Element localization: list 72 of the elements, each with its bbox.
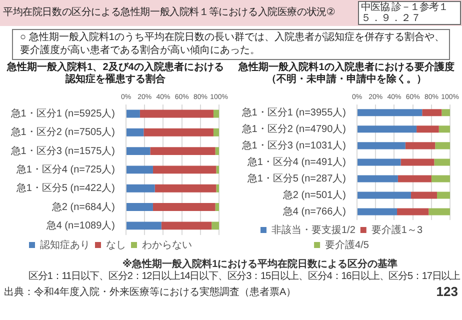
bar (126, 184, 155, 192)
bar (144, 128, 214, 136)
bar (405, 142, 436, 150)
y-tick-label: 急4 (n=766人) (282, 205, 346, 218)
bar (152, 166, 216, 174)
bar (150, 147, 216, 156)
bar (126, 128, 144, 136)
text: ５．９．２７ (361, 13, 422, 24)
y-tick-label: 急1・区分3 (n=1575人) (10, 144, 115, 157)
y-tick-label: 急1・区分5 (n=287人) (246, 172, 346, 184)
bar (126, 203, 153, 211)
bar (212, 222, 220, 230)
bar (126, 110, 140, 118)
bar (358, 142, 406, 150)
legend-label: 非該当・要支援1/2 (271, 224, 356, 236)
text: 区分1：11日以下、区分2：12日以上14日以下、区分3：15日以上、区分4：16日以上、区分5：17日以上 (28, 271, 460, 283)
bar (358, 192, 411, 199)
text: ※急性期一般入院料1における平均在院日数による区分の基準 (121, 259, 399, 270)
bar (398, 175, 432, 182)
bar (161, 222, 212, 230)
legend-label: わからない (142, 240, 192, 251)
bar (216, 184, 220, 192)
bar (358, 175, 398, 182)
bar (400, 158, 434, 166)
bar (437, 192, 450, 199)
y-tick-label: 急4 (n=1089人) (45, 219, 115, 232)
text: 中医協 診－１参考１ (361, 2, 449, 13)
bar (213, 128, 220, 136)
bar (431, 175, 450, 182)
bar (213, 110, 220, 118)
y-tick-label: 急1・区分1 (n=3955人) (240, 106, 346, 118)
bar (397, 208, 429, 216)
bar (216, 166, 220, 174)
bar (126, 166, 153, 174)
y-tick-label: 急2 (n=501人) (282, 188, 346, 201)
bar (154, 184, 216, 192)
bar (422, 109, 442, 116)
chart-title: 急性期一般入院料1の入院患者における要介護度（不明・未申請・申請中を除く。） (237, 62, 456, 87)
y-tick-label: 急1・区分4 (n=491人) (246, 156, 346, 168)
bar (215, 203, 220, 211)
bar (358, 158, 401, 166)
chart-title: 急性期一般入院料1、2及び4の入院患者における認知症を罹患する割合 (6, 62, 225, 87)
text: ○ 急性期一般入院料1のうち平均在院日数の長い群では、入院患者が認知症を併存する割合や、要介護度が高い患者である割合が高い傾向にあった。 (20, 31, 446, 57)
bar (358, 208, 398, 216)
y-tick-label: 急1・区分4 (n=725人) (15, 163, 115, 176)
bar (428, 208, 450, 216)
bar (435, 142, 450, 150)
bar (358, 109, 422, 116)
bar (442, 109, 450, 116)
bar (215, 147, 220, 156)
y-tick-label: 急1・区分3 (n=1031人) (240, 139, 346, 152)
bar (434, 158, 450, 166)
bar (152, 203, 216, 211)
y-tick-label: 急1・区分2 (n=7505人) (10, 126, 115, 138)
legend-label: 要介護4/5 (325, 238, 370, 251)
legend-label: 認知症あり (40, 238, 90, 251)
bar (438, 126, 450, 133)
bar (126, 222, 162, 230)
bar (416, 126, 439, 133)
text: 123 (435, 284, 458, 299)
bar (358, 126, 417, 133)
text: 平均在院日数の区分による急性期一般入院料１等における入院医療の状況② (3, 6, 336, 20)
bar (140, 110, 214, 118)
legend-label: なし (106, 240, 126, 251)
y-tick-label: 急1・区分2 (n=4790人) (240, 122, 346, 135)
bar (126, 147, 150, 156)
bar (410, 192, 438, 199)
y-tick-label: 急1・区分5 (n=422人) (15, 182, 115, 194)
source-note: 出典：令和4年度入院・外来医療等における実態調査（患者票A） (4, 287, 298, 299)
y-tick-label: 急1・区分1 (n=5925人) (10, 107, 115, 120)
legend-label: 要介護1～3 (371, 224, 423, 236)
y-tick-label: 急2 (n=684人) (50, 200, 115, 213)
